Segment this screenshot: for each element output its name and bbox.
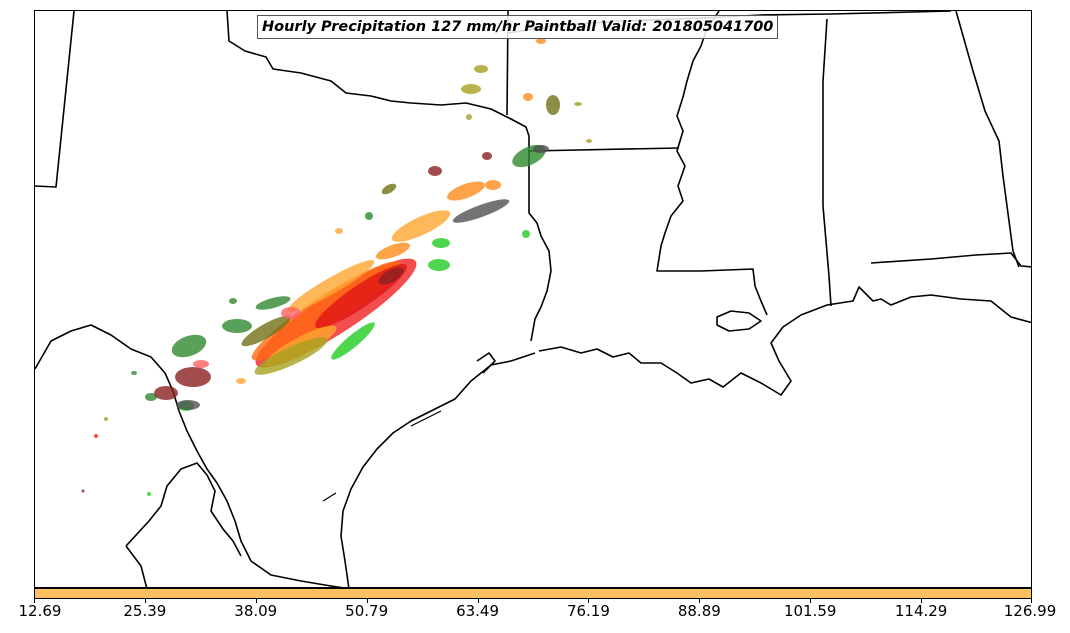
colorbar-tick <box>921 599 923 603</box>
red-river-border <box>226 11 530 137</box>
precip-dot-5 <box>335 228 343 234</box>
precipitation-layer <box>81 38 592 496</box>
al-ga-border <box>955 11 1020 268</box>
precip-blob-olive-5 <box>546 95 560 115</box>
precip-dot-4 <box>466 114 472 120</box>
ms-al-border <box>822 18 832 307</box>
colorbar-tick-label: 101.59 <box>783 602 837 620</box>
colorbar-tick <box>810 599 812 603</box>
colorbar-tick-label: 25.39 <box>123 602 167 620</box>
galveston-bay <box>476 352 496 374</box>
precip-blob-maroon-1 <box>175 367 211 387</box>
precip-blob-orange-n5 <box>375 242 411 260</box>
colorbar-tick-label: 88.89 <box>677 602 721 620</box>
boundary-lines <box>35 11 1031 587</box>
precip-blob-pink-1 <box>281 307 301 319</box>
colorbar-tick <box>477 599 479 603</box>
precip-blob-olive-2 <box>241 315 291 347</box>
precip-dot-3 <box>574 102 582 106</box>
precip-blob-gray-1 <box>452 199 510 223</box>
colorbar-tick <box>366 599 368 603</box>
precip-blob-orange-n2 <box>391 210 451 242</box>
mexico-lower-line <box>125 545 148 587</box>
barrier-island <box>410 410 442 427</box>
colorbar-tick <box>699 599 701 603</box>
precip-blob-olive-6 <box>381 183 397 195</box>
precip-blob-green-2 <box>428 259 450 271</box>
precip-dot-14 <box>236 378 246 384</box>
colorbar-tick-label: 126.99 <box>1003 602 1057 620</box>
colorbar-tick-label: 63.49 <box>456 602 500 620</box>
colorbar <box>34 588 1032 599</box>
colorbar-tick <box>588 599 590 603</box>
precip-blob-olive-4 <box>474 65 488 73</box>
precip-blob-orange-n4 <box>485 180 501 190</box>
colorbar-tick-label: 76.19 <box>566 602 610 620</box>
precip-blob-maroon-4 <box>378 267 404 285</box>
precip-blob-pink-2 <box>193 360 209 368</box>
precip-blob-green-3 <box>432 238 450 248</box>
precip-blob-green-1 <box>331 322 375 360</box>
nm-border-line <box>35 11 75 188</box>
precip-blob-green-4 <box>522 230 530 238</box>
precip-blob-orange-n3 <box>447 181 485 201</box>
colorbar-tick <box>255 599 257 603</box>
mexico-state-line <box>125 462 242 557</box>
mississippi-river <box>656 11 768 316</box>
texas-coast <box>340 352 536 587</box>
precip-dot-10 <box>147 492 151 496</box>
precip-blob-darkgreen-3 <box>255 296 291 310</box>
ar-la-border <box>528 147 680 152</box>
precip-blob-darkgreen-2 <box>222 319 252 333</box>
tx-la-border <box>528 136 552 342</box>
precip-dot-12 <box>586 139 592 143</box>
precip-blob-darkgreen-1 <box>171 334 207 358</box>
rio-grande <box>35 324 344 587</box>
lake-pontchartrain <box>716 310 762 332</box>
gulf-coast-east <box>538 286 1031 396</box>
precip-dot-8 <box>104 417 108 421</box>
precip-blob-maroon-2 <box>154 386 178 400</box>
precip-blob-olive-1 <box>254 337 328 375</box>
precip-blob-maroon-3 <box>428 166 442 176</box>
precip-blob-darkgreen-5 <box>145 393 157 401</box>
colorbar-tick-label: 38.09 <box>234 602 278 620</box>
precip-dot-13 <box>229 298 237 304</box>
precip-dot-6 <box>365 212 373 220</box>
precip-dot-1 <box>536 38 546 44</box>
colorbar-tick-label: 12.69 <box>18 602 62 620</box>
precip-dot-7 <box>94 434 98 438</box>
fl-al-border <box>870 252 1031 268</box>
precip-dot-2 <box>523 93 533 101</box>
precip-blob-gray-3 <box>533 145 549 153</box>
colorbar-tick <box>1031 599 1032 603</box>
precip-dot-9 <box>81 489 85 493</box>
colorbar-tick-label: 50.79 <box>345 602 389 620</box>
colorbar-tick-label: 114.29 <box>894 602 948 620</box>
map-canvas <box>35 11 1031 587</box>
map-frame <box>34 10 1032 588</box>
precip-blob-gray-2 <box>176 400 200 410</box>
padre-island <box>322 492 337 502</box>
precip-dot-11 <box>131 371 137 375</box>
colorbar-tick <box>144 599 146 603</box>
precip-blob-orange-n1 <box>287 260 375 312</box>
precip-blob-olive-3 <box>461 84 481 94</box>
precip-blob-maroon-5 <box>482 152 492 160</box>
map-title: Hourly Precipitation 127 mm/hr Paintball… <box>257 15 779 39</box>
colorbar-tick <box>34 599 35 603</box>
